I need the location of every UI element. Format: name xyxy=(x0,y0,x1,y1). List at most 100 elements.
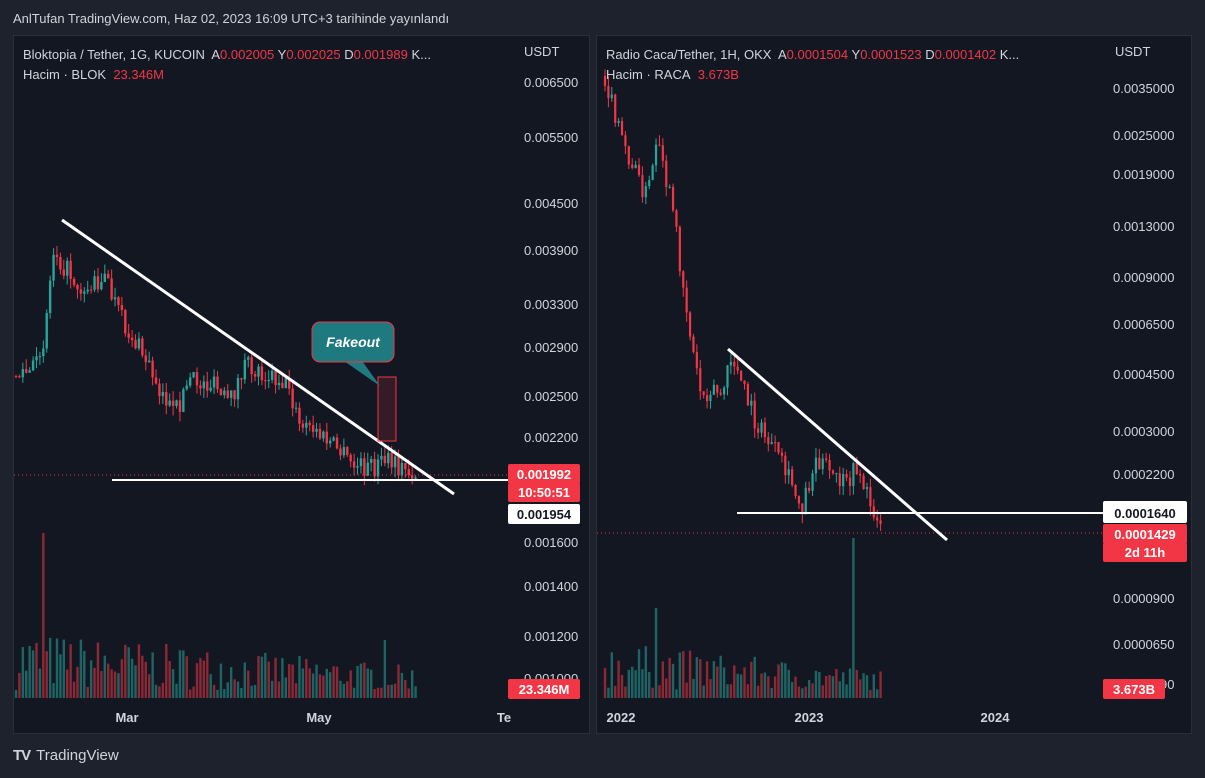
volume-bar xyxy=(335,666,339,698)
volume-bar xyxy=(346,681,349,698)
volume-bar xyxy=(147,674,151,698)
volume-bar xyxy=(137,644,141,698)
candle-body xyxy=(359,458,363,467)
volume-bar xyxy=(42,533,45,698)
candle-body xyxy=(298,407,301,424)
y-axis-unit: USDT xyxy=(524,44,559,59)
volume-bar xyxy=(838,681,841,698)
candle-body xyxy=(277,382,281,386)
countdown-tag-bg xyxy=(508,483,580,502)
chart-panel-radio-caca[interactable]: USDT 0.0035000 0.0025000 0.0019000 0.0013000… xyxy=(596,35,1192,734)
volume-bar xyxy=(373,688,376,698)
open-value: 0.0001504 xyxy=(786,47,849,62)
chart-canvas-bloktopia[interactable]: USDT 0.006500 0.005500 0.004500 0.003900 0.00… xyxy=(14,36,590,734)
volume-bar xyxy=(38,668,42,698)
volume-bar xyxy=(641,669,644,698)
candle-body xyxy=(414,477,417,479)
candle-body xyxy=(777,442,780,453)
volume-bar xyxy=(130,658,134,698)
volume-bar xyxy=(202,660,206,698)
support-price-tag: 0.001954 xyxy=(517,507,572,522)
volume-bar xyxy=(729,684,733,698)
candle-body xyxy=(209,387,212,391)
candle-body xyxy=(828,459,831,471)
candle-body xyxy=(648,180,651,187)
candle-body xyxy=(763,422,767,438)
volume-bar xyxy=(807,680,811,698)
fakeout-box xyxy=(377,376,397,442)
y-tick-label: 0.0002200 xyxy=(1113,467,1174,482)
candle-body xyxy=(236,378,240,400)
candle-body xyxy=(668,186,671,188)
volume-bar xyxy=(705,661,709,698)
candle-body xyxy=(733,361,736,367)
candle-body xyxy=(804,487,807,515)
candle-body xyxy=(825,458,828,460)
volume-bar xyxy=(195,663,199,698)
volume-bar xyxy=(62,639,66,698)
fakeout-callout xyxy=(311,321,395,363)
candle-body xyxy=(72,278,76,285)
candle-body xyxy=(233,390,236,400)
volume-bar xyxy=(414,686,417,698)
volume-bar xyxy=(342,683,346,698)
volume-bar xyxy=(359,663,363,698)
tradingview-logo[interactable]: TV TradingView xyxy=(13,747,119,764)
volume-bar xyxy=(151,652,154,698)
candle-body xyxy=(247,357,250,360)
volume-bar xyxy=(736,673,739,698)
countdown-tag-bg xyxy=(1103,543,1187,562)
candle-body xyxy=(879,520,882,524)
volume-bar xyxy=(264,652,267,698)
candle-body xyxy=(195,372,199,386)
volume-bar xyxy=(390,684,393,698)
volume-bar xyxy=(620,675,624,698)
volume-bar xyxy=(120,659,124,698)
volume-bar xyxy=(178,650,182,698)
candle-body xyxy=(31,360,35,371)
ohlc-legend: Radio Caca/Tether, 1H, OKX A0.0001504 Y0… xyxy=(606,47,1019,62)
volume-bar xyxy=(719,655,722,698)
candle-body xyxy=(264,380,267,382)
chart-canvas-radio-caca[interactable]: USDT 0.0035000 0.0025000 0.0019000 0.0013000… xyxy=(597,36,1192,734)
y-tick-label: 0.004500 xyxy=(524,196,578,211)
candle-body xyxy=(62,269,66,276)
y-tick-label: 0.002500 xyxy=(524,389,578,404)
y-tick-label: 0.0004500 xyxy=(1113,367,1174,382)
x-tick-label: 2022 xyxy=(607,710,636,725)
candle-body xyxy=(675,210,678,227)
volume-bar xyxy=(223,689,226,698)
volume-bar xyxy=(393,683,397,698)
pair-title: Bloktopia / Tether, 1G, KUCOIN xyxy=(23,47,205,62)
candle-body xyxy=(787,469,790,476)
y-tick-label: 0.0006500 xyxy=(1113,317,1174,332)
candle-body xyxy=(410,475,414,479)
ohlc-legend: Bloktopia / Tether, 1G, KUCOIN A0.002005… xyxy=(23,47,431,62)
candle-body xyxy=(407,469,410,476)
volume-bar xyxy=(407,688,410,698)
volume-bar xyxy=(305,658,308,698)
candle-body xyxy=(808,487,811,491)
high-value: 0.0001523 xyxy=(860,47,922,62)
volume-bar xyxy=(380,687,383,698)
candle-body xyxy=(59,257,62,270)
candle-body xyxy=(301,423,305,428)
candle-body xyxy=(811,473,814,491)
fakeout-label: Fakeout xyxy=(326,334,381,350)
candle-body xyxy=(274,370,277,386)
candle-body xyxy=(791,469,794,485)
candle-body xyxy=(55,254,59,258)
volume-bar xyxy=(294,683,298,698)
candle-body xyxy=(168,400,171,406)
candle-body xyxy=(722,387,726,395)
y-tick-label: 0.0019000 xyxy=(1113,167,1174,182)
volume-bar xyxy=(93,667,96,698)
volume-bar xyxy=(814,670,818,698)
candle-body xyxy=(45,312,48,349)
volume-bar xyxy=(284,677,288,698)
volume-bar xyxy=(110,669,113,698)
chart-panel-bloktopia[interactable]: USDT 0.006500 0.005500 0.004500 0.003900 0.00… xyxy=(13,35,590,734)
support-price-tag-bg xyxy=(508,504,580,524)
support-price-tag-bg xyxy=(1103,501,1187,523)
candle-body xyxy=(134,340,137,349)
